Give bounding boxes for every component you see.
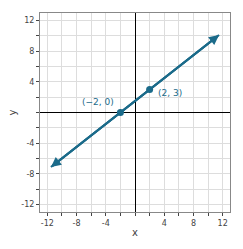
svg-text:8: 8	[29, 47, 34, 56]
svg-text:8: 8	[191, 219, 196, 228]
svg-text:4: 4	[29, 78, 34, 87]
svg-text:-8: -8	[26, 170, 34, 179]
svg-text:12: 12	[24, 16, 34, 25]
svg-text:-12: -12	[21, 200, 34, 209]
svg-text:-4: -4	[102, 219, 110, 228]
svg-text:(2, 3): (2, 3)	[158, 88, 182, 98]
svg-text:-12: -12	[41, 219, 54, 228]
svg-text:-8: -8	[73, 219, 81, 228]
svg-text:x: x	[132, 227, 138, 238]
svg-text:y: y	[7, 109, 18, 115]
svg-text:12: 12	[218, 219, 228, 228]
svg-text:(−2, 0): (−2, 0)	[82, 97, 114, 107]
svg-text:4: 4	[162, 219, 167, 228]
svg-text:-4: -4	[26, 139, 34, 148]
